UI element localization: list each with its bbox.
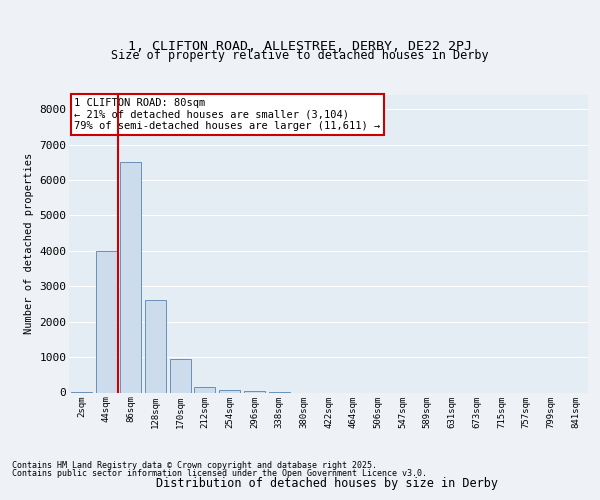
Y-axis label: Number of detached properties: Number of detached properties	[23, 153, 34, 334]
Bar	[120, 162, 141, 392]
Text: Size of property relative to detached houses in Derby: Size of property relative to detached ho…	[111, 50, 489, 62]
Bar	[244, 390, 265, 392]
Bar	[145, 300, 166, 392]
Text: Distribution of detached houses by size in Derby: Distribution of detached houses by size …	[156, 477, 498, 490]
Text: 1, CLIFTON ROAD, ALLESTREE, DERBY, DE22 2PJ: 1, CLIFTON ROAD, ALLESTREE, DERBY, DE22 …	[128, 40, 472, 52]
Text: 1 CLIFTON ROAD: 80sqm
← 21% of detached houses are smaller (3,104)
79% of semi-d: 1 CLIFTON ROAD: 80sqm ← 21% of detached …	[74, 98, 380, 131]
Text: Contains public sector information licensed under the Open Government Licence v3: Contains public sector information licen…	[12, 469, 427, 478]
Text: Contains HM Land Registry data © Crown copyright and database right 2025.: Contains HM Land Registry data © Crown c…	[12, 460, 377, 469]
Bar	[95, 251, 116, 392]
Bar	[170, 359, 191, 392]
Bar	[194, 387, 215, 392]
Bar	[219, 390, 240, 392]
